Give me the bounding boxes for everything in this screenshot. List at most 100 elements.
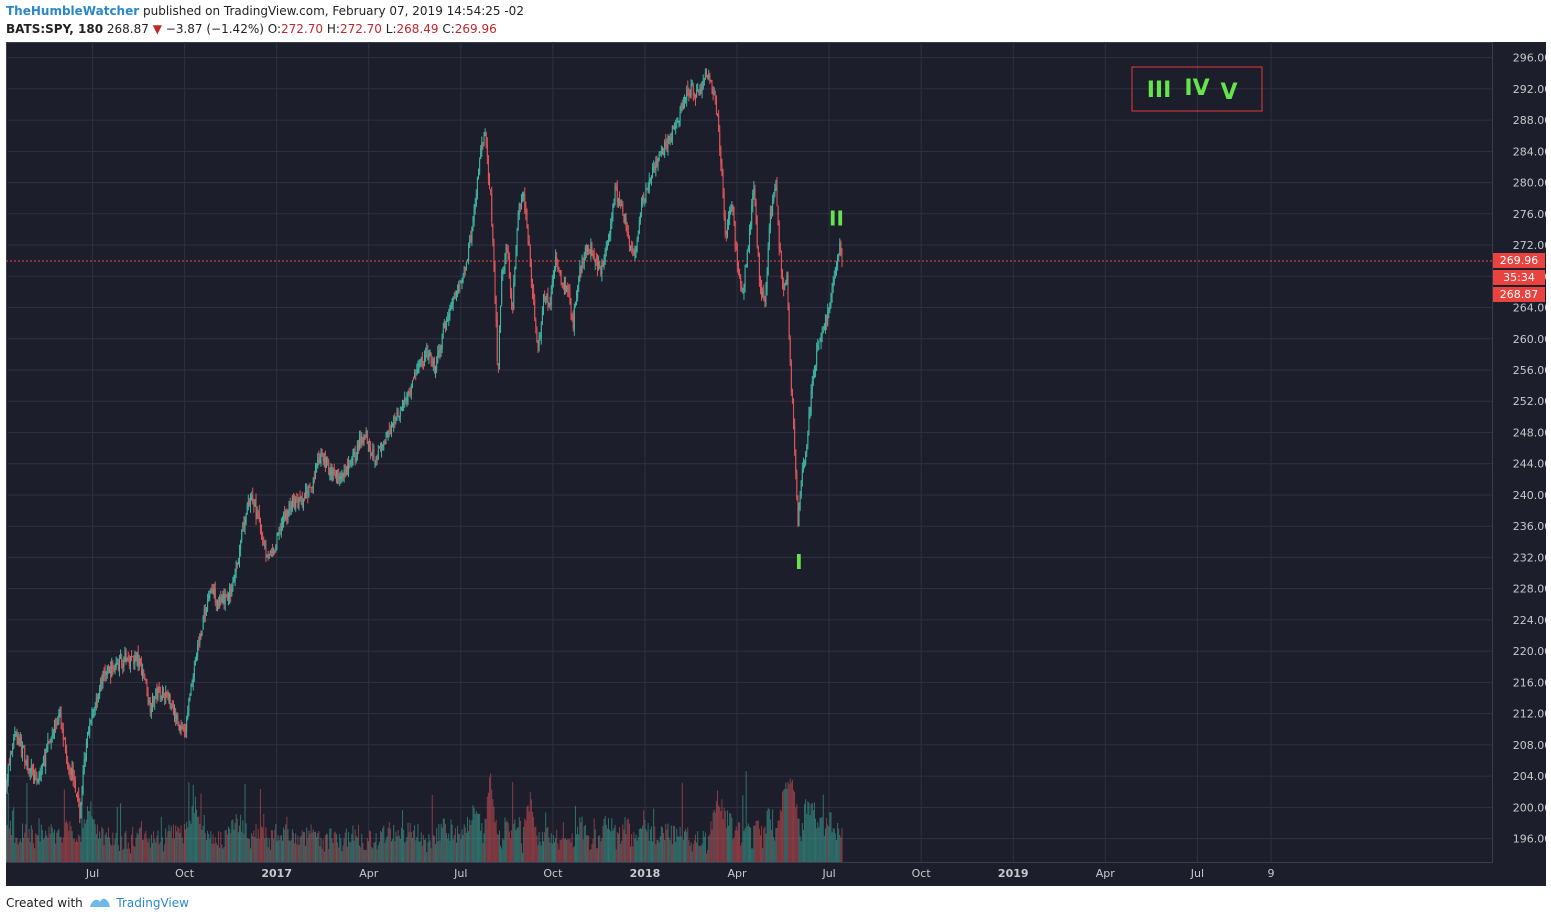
candle-body	[370, 448, 372, 453]
volume-bar	[247, 838, 249, 862]
volume-bar	[796, 804, 798, 862]
volume-bar	[367, 841, 369, 862]
candle-body	[812, 376, 814, 380]
candle-body	[621, 204, 623, 206]
volume-bar	[126, 848, 128, 862]
candle-body	[111, 662, 113, 676]
price-axis[interactable]: 196.00200.00204.00208.00212.00216.00220.…	[1493, 52, 1546, 846]
candle-body	[177, 715, 179, 722]
volume-bar	[413, 830, 415, 862]
volume-bar	[9, 820, 11, 862]
volume-bar	[768, 809, 770, 862]
candle-body	[541, 310, 543, 324]
volume-bar	[131, 834, 133, 862]
candle-body	[395, 417, 397, 420]
volume-bar	[227, 826, 229, 862]
candle-body	[795, 449, 797, 473]
candle-body	[625, 219, 627, 228]
volume-bar	[709, 834, 711, 862]
volume-bar	[700, 846, 702, 862]
candle-body	[682, 104, 684, 109]
candle-body	[757, 246, 759, 257]
volume-bar	[540, 845, 542, 862]
candle-body	[837, 256, 839, 267]
volume-bar	[165, 828, 167, 862]
volume-bar	[733, 837, 735, 862]
volume-bar	[578, 834, 580, 862]
candle-body	[59, 711, 61, 715]
plot-border	[6, 42, 1493, 863]
candle-body	[723, 193, 725, 217]
volume-bar	[637, 837, 639, 862]
volume-bar	[558, 849, 560, 862]
volume-bar	[60, 836, 62, 862]
candle-body	[181, 726, 183, 729]
volume-bar	[769, 819, 771, 862]
candle-body	[239, 547, 241, 565]
candle-body	[524, 193, 526, 211]
volume-bar	[154, 839, 156, 862]
candle-body	[616, 187, 618, 202]
candle-body	[838, 256, 840, 258]
volume-bar	[815, 818, 817, 862]
volume-bar	[469, 819, 471, 862]
candle-body	[447, 319, 449, 322]
candle-body	[576, 297, 578, 306]
author-link[interactable]: TheHumbleWatcher	[6, 4, 140, 18]
candle-body	[679, 111, 681, 122]
volume-bar	[265, 827, 267, 862]
volume-bar	[799, 836, 801, 862]
volume-bar	[787, 781, 789, 862]
candle-body	[641, 201, 643, 212]
candle-body	[780, 251, 782, 273]
volume-bar	[57, 830, 59, 862]
candle-body	[585, 245, 587, 252]
volume-bar	[755, 820, 757, 862]
candle-body	[433, 360, 435, 372]
volume-bar	[188, 782, 190, 862]
tradingview-brand[interactable]: TradingView	[116, 896, 189, 910]
volume-bar	[785, 782, 787, 862]
candle-body	[306, 490, 308, 492]
volume-bar	[77, 841, 79, 862]
time-axis[interactable]: Jul Oct 2017 Apr Jul Oct 2018 Apr Jul Oct 2019 Apr J…	[85, 867, 1275, 880]
volume-bar	[631, 833, 633, 862]
candle-body	[811, 381, 813, 394]
volume-bar	[827, 824, 829, 862]
volume-bar	[146, 838, 148, 862]
candle-body	[590, 244, 592, 257]
candle-body	[511, 292, 513, 305]
candle-body	[502, 270, 504, 275]
volume-bar	[515, 830, 517, 862]
candle-body	[145, 678, 147, 681]
candle-body	[707, 75, 709, 79]
candle-body	[548, 303, 550, 305]
candle-body	[726, 226, 728, 237]
candle-body	[84, 758, 86, 762]
candle-body	[120, 656, 122, 659]
candle-body	[449, 305, 451, 316]
volume-bar	[518, 817, 520, 862]
candle-body	[833, 278, 835, 282]
volume-bar	[591, 844, 593, 862]
candle-body	[718, 115, 720, 132]
volume-bar	[237, 832, 239, 862]
candle-body	[320, 450, 322, 462]
candle-body	[88, 731, 90, 734]
volume-bar	[624, 817, 626, 862]
volume-bar	[302, 832, 304, 862]
volume-bar	[448, 833, 450, 862]
volume-bar	[7, 792, 9, 862]
candle-body	[176, 714, 178, 721]
candle-body	[155, 689, 157, 697]
candle-body	[454, 294, 456, 296]
volume-bar	[104, 834, 106, 862]
volume-bar	[51, 827, 53, 862]
open-label: O:	[267, 22, 282, 36]
volume-bar	[175, 825, 177, 862]
volume-bar	[207, 830, 209, 862]
y-tick-label: 236.00	[1513, 520, 1546, 533]
volume-bar	[736, 830, 738, 862]
volume-bar	[421, 845, 423, 862]
